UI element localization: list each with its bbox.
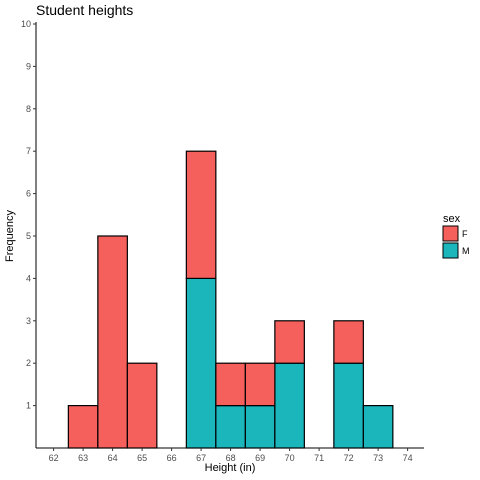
y-axis-label: Frequency xyxy=(4,210,16,262)
x-tick-label-67: 67 xyxy=(196,453,206,463)
x-axis-label: Height (in) xyxy=(205,462,256,474)
bar-F-63 xyxy=(67,405,99,449)
y-tick-label-2: 2 xyxy=(26,358,31,368)
y-tick-label-6: 6 xyxy=(26,189,31,199)
bar-M-70 xyxy=(274,362,305,449)
bar-M-72 xyxy=(333,362,364,449)
bar-F-65 xyxy=(126,362,158,449)
y-tick-label-7: 7 xyxy=(26,146,31,156)
x-tick-label-69: 69 xyxy=(255,453,265,463)
x-tick-label-70: 70 xyxy=(285,453,295,463)
bar-M-67 xyxy=(185,277,217,449)
x-tick-label-63: 63 xyxy=(78,453,88,463)
legend-key-F xyxy=(442,225,459,242)
y-tick-label-9: 9 xyxy=(26,61,31,71)
x-tick-label-64: 64 xyxy=(108,453,118,463)
bars-layer xyxy=(67,150,394,449)
y-tick-label-5: 5 xyxy=(26,231,31,241)
y-tick-label-10: 10 xyxy=(21,19,31,29)
legend-key-M xyxy=(442,242,459,259)
x-tick-label-72: 72 xyxy=(344,453,354,463)
legend-title: sex xyxy=(443,213,461,225)
x-tick-label-73: 73 xyxy=(373,453,383,463)
y-tick-label-4: 4 xyxy=(26,273,31,283)
bar-F-70 xyxy=(274,320,305,364)
x-tick-label-62: 62 xyxy=(49,453,59,463)
legend-label-M: M xyxy=(462,246,470,256)
x-tick-label-71: 71 xyxy=(314,453,324,463)
bar-F-68 xyxy=(215,362,246,407)
chart-title: Student heights xyxy=(36,2,133,18)
y-tick-label-8: 8 xyxy=(26,104,31,114)
y-tick-label-1: 1 xyxy=(26,401,31,411)
bar-F-64 xyxy=(97,235,128,449)
bar-F-69 xyxy=(244,362,276,407)
bar-M-68 xyxy=(215,405,246,449)
bar-M-69 xyxy=(244,405,276,449)
axes-layer xyxy=(35,22,424,449)
bar-M-73 xyxy=(362,405,394,449)
x-tick-label-66: 66 xyxy=(167,453,177,463)
bar-F-67 xyxy=(185,150,217,279)
bar-F-72 xyxy=(333,320,364,364)
legend: sex FM xyxy=(442,213,470,259)
x-tick-label-65: 65 xyxy=(137,453,147,463)
y-tick-label-3: 3 xyxy=(26,316,31,326)
x-tick-label-74: 74 xyxy=(403,453,413,463)
legend-items: FM xyxy=(442,225,470,259)
legend-label-F: F xyxy=(462,229,468,239)
x-tick-label-68: 68 xyxy=(226,453,236,463)
